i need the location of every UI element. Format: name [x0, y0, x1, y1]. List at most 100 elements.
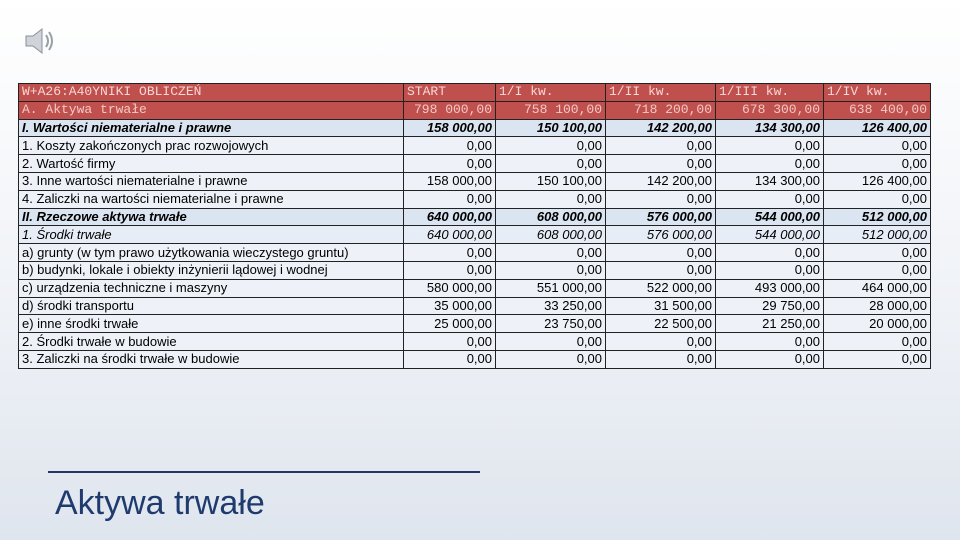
table-cell: 0,00	[605, 189, 716, 209]
table-cell: 0,00	[715, 136, 824, 156]
table-cell: 158 000,00	[403, 171, 496, 191]
table-cell: 0,00	[715, 349, 824, 369]
table-cell: 551 000,00	[495, 278, 606, 298]
table-cell: 0,00	[823, 243, 931, 262]
table-row: 3. Zaliczki na środki trwałe w budowie 0,…	[18, 349, 931, 369]
table-row: I. Wartości niematerialne i prawne 158 00…	[18, 118, 931, 138]
table-cell: 576 000,00	[605, 225, 716, 245]
table-cell: b) budynki, lokale i obiekty inżynierii …	[18, 260, 404, 280]
slide-title: Aktywa trwałe	[55, 484, 265, 522]
table-row: 1. Środki trwałe 640 000,00 608 000,00 576 …	[18, 225, 931, 245]
table-cell: 23 750,00	[495, 314, 606, 334]
data-table: W+A26:A40YNIKI OBLICZEŃ START 1/I kw. 1/II …	[18, 83, 931, 369]
table-cell: 3. Zaliczki na środki trwałe w budowie	[18, 349, 404, 369]
table-cell: 0,00	[495, 349, 606, 369]
table-cell: 142 200,00	[605, 171, 716, 191]
table-cell: 126 400,00	[823, 171, 931, 191]
table-cell: 0,00	[403, 154, 496, 173]
table-cell: 0,00	[605, 332, 716, 351]
table-cell: 0,00	[715, 189, 824, 209]
table-cell: 0,00	[605, 260, 716, 280]
table-cell: 493 000,00	[715, 278, 824, 298]
table-cell: A. Aktywa trwałe	[18, 100, 404, 120]
table-cell: 464 000,00	[823, 278, 931, 298]
table-cell: 0,00	[495, 332, 606, 351]
table-cell: 0,00	[715, 332, 824, 351]
table-cell: 798 000,00	[403, 100, 496, 120]
table-cell: 4. Zaliczki na wartości niematerialne i …	[18, 189, 404, 209]
table-cell: W+A26:A40YNIKI OBLICZEŃ	[18, 83, 404, 102]
table-row: 2. Wartość firmy 0,00 0,00 0,00 0,00 0,00	[18, 154, 931, 173]
table-cell: 0,00	[403, 136, 496, 156]
table-cell: 0,00	[403, 189, 496, 209]
table-cell: START	[403, 83, 496, 102]
table-cell: 544 000,00	[715, 207, 824, 227]
table-cell: 640 000,00	[403, 207, 496, 227]
table-cell: 1. Środki trwałe	[18, 225, 404, 245]
table-row: W+A26:A40YNIKI OBLICZEŃ START 1/I kw. 1/II …	[18, 83, 931, 102]
table-cell: 678 300,00	[715, 100, 824, 120]
table-cell: 158 000,00	[403, 118, 496, 138]
table-row: d) środki transportu 35 000,00 33 250,00 31…	[18, 296, 931, 316]
table-cell: 580 000,00	[403, 278, 496, 298]
table-cell: 0,00	[715, 154, 824, 173]
table-cell: 3. Inne wartości niematerialne i prawne	[18, 171, 404, 191]
table-cell: 150 100,00	[495, 118, 606, 138]
table-cell: 0,00	[403, 349, 496, 369]
table-cell: e) inne środki trwałe	[18, 314, 404, 334]
table-cell: 28 000,00	[823, 296, 931, 316]
table-cell: 0,00	[715, 243, 824, 262]
table-cell: 142 200,00	[605, 118, 716, 138]
table-cell: 0,00	[823, 154, 931, 173]
table-cell: 35 000,00	[403, 296, 496, 316]
table-cell: 0,00	[823, 136, 931, 156]
table-cell: 0,00	[823, 189, 931, 209]
table-cell: 1. Koszty zakończonych prac rozwojowych	[18, 136, 404, 156]
table-cell: 512 000,00	[823, 207, 931, 227]
table-cell: 0,00	[605, 154, 716, 173]
table-cell: 0,00	[403, 243, 496, 262]
table-cell: 20 000,00	[823, 314, 931, 334]
table-cell: 1/IV kw.	[823, 83, 931, 102]
table-cell: 0,00	[495, 243, 606, 262]
table-row: a) grunty (w tym prawo użytkowania wiecz…	[18, 243, 931, 262]
table-cell: 638 400,00	[823, 100, 931, 120]
table-cell: II. Rzeczowe aktywa trwałe	[18, 207, 404, 227]
table-row: e) inne środki trwałe 25 000,00 23 750,00 2…	[18, 314, 931, 334]
table-cell: 2. Wartość firmy	[18, 154, 404, 173]
table-cell: 29 750,00	[715, 296, 824, 316]
table-cell: 25 000,00	[403, 314, 496, 334]
table-cell: 0,00	[605, 243, 716, 262]
table-cell: 718 200,00	[605, 100, 716, 120]
table-row: 3. Inne wartości niematerialne i prawne 1…	[18, 171, 931, 191]
table-cell: 134 300,00	[715, 118, 824, 138]
table-cell: 0,00	[823, 332, 931, 351]
table-cell: 0,00	[495, 136, 606, 156]
table-row: A. Aktywa trwałe 798 000,00 758 100,00 718 …	[18, 100, 931, 120]
table-cell: 1/I kw.	[495, 83, 606, 102]
table-cell: 544 000,00	[715, 225, 824, 245]
divider	[48, 471, 480, 473]
table-row: II. Rzeczowe aktywa trwałe 640 000,00 608 …	[18, 207, 931, 227]
table-cell: 0,00	[403, 260, 496, 280]
table-cell: 1/III kw.	[715, 83, 824, 102]
table-cell: 22 500,00	[605, 314, 716, 334]
table-row: b) budynki, lokale i obiekty inżynierii …	[18, 260, 931, 280]
table-row: 4. Zaliczki na wartości niematerialne i …	[18, 189, 931, 209]
table-cell: a) grunty (w tym prawo użytkowania wiecz…	[18, 243, 404, 262]
table-cell: c) urządzenia techniczne i maszyny	[18, 278, 404, 298]
table-cell: I. Wartości niematerialne i prawne	[18, 118, 404, 138]
table-row: 2. Środki trwałe w budowie 0,00 0,00 0,00 0,…	[18, 332, 931, 351]
table-cell: 2. Środki trwałe w budowie	[18, 332, 404, 351]
table-cell: 576 000,00	[605, 207, 716, 227]
table-cell: 608 000,00	[495, 225, 606, 245]
table-cell: 21 250,00	[715, 314, 824, 334]
table-cell: 0,00	[495, 154, 606, 173]
speaker-icon[interactable]	[24, 26, 58, 56]
table-cell: 512 000,00	[823, 225, 931, 245]
table-cell: 0,00	[495, 260, 606, 280]
table-cell: 0,00	[605, 349, 716, 369]
table-cell: 522 000,00	[605, 278, 716, 298]
table-cell: 0,00	[605, 136, 716, 156]
